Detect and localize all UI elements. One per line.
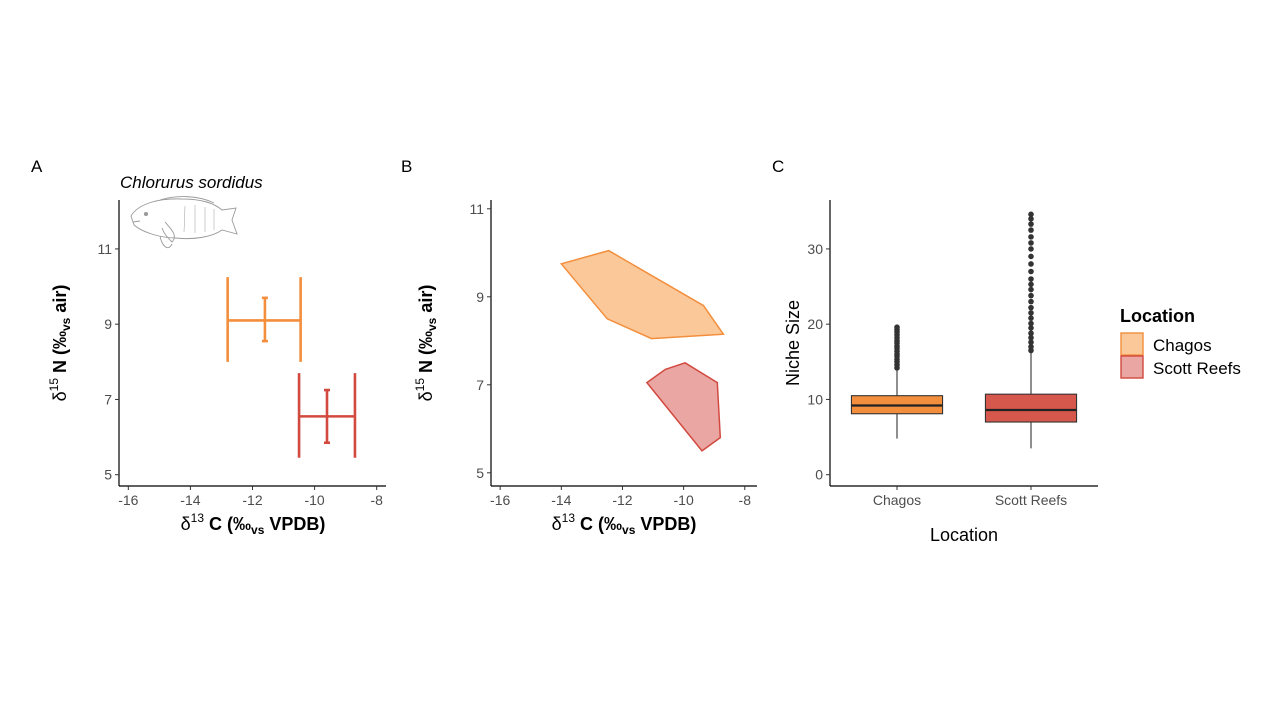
species-title: Chlorurus sordidus — [120, 173, 263, 192]
c-y-tick-label: 20 — [807, 316, 823, 332]
legend: Location Chagos Scott Reefs — [1120, 306, 1241, 379]
c-scott-reefs-outlier — [1028, 325, 1034, 331]
c-chagos-outlier — [894, 324, 900, 330]
c-scott-reefs-outlier — [1028, 253, 1034, 260]
b-chagos-niche-area — [559, 249, 725, 340]
c-y-tick-label: 10 — [807, 391, 823, 407]
b-x-tick-label: -16 — [490, 492, 510, 508]
a-y-tick-label: 5 — [104, 467, 112, 483]
c-scott-reefs-box — [984, 393, 1078, 423]
c-scott-reefs-outlier — [1028, 281, 1034, 288]
c-scott-reefs-outlier — [1028, 227, 1034, 233]
legend-swatch-chagos — [1120, 332, 1144, 356]
a-x-axis-title: δ13 C (‰vs VPDB) — [181, 511, 326, 537]
a-x-tick-label: -12 — [242, 492, 262, 508]
c-scott-reefs-outlier — [1028, 298, 1034, 305]
a-y-tick-label: 9 — [104, 316, 112, 332]
c-scott-reefs-outlier — [1028, 240, 1034, 246]
c-scott-reefs-outlier — [1028, 268, 1034, 275]
c-x-tick-label: Scott Reefs — [995, 492, 1067, 508]
b-y-tick-label: 5 — [476, 465, 484, 481]
c-scott-reefs-outlier — [1028, 286, 1034, 293]
a-x-tick-label: -14 — [180, 492, 200, 508]
b-y-tick-label: 9 — [476, 289, 484, 305]
c-scott-reefs-outlier — [1028, 292, 1034, 299]
panel-a-plot: Chlorurus sordidus -16 -14 -12 -10 -8 5 7 9 11 — [97, 173, 386, 508]
b-x-tick-label: -10 — [674, 492, 694, 508]
c-scott-reefs-outlier — [1028, 221, 1034, 227]
panel-b-plot: -16 -14 -12 -10 -8 5 7 9 11 — [469, 200, 757, 508]
c-scott-reefs-outlier — [1028, 246, 1034, 252]
c-scott-reefs-outlier — [1028, 310, 1034, 316]
c-scott-reefs-outlier — [1028, 304, 1034, 311]
legend-label-scott-reefs: Scott Reefs — [1153, 359, 1241, 378]
panel-label-a: A — [31, 157, 43, 176]
a-y-axis-title: δ15 N (‰vs air) — [47, 285, 73, 402]
c-scott-reefs-outlier — [1028, 261, 1034, 267]
c-scott-reefs-outlier — [1028, 339, 1034, 346]
c-y-tick-label: 0 — [815, 467, 823, 483]
b-x-axis-title: δ13 C (‰vs VPDB) — [552, 511, 697, 537]
c-scott-reefs-outlier — [1028, 343, 1034, 350]
panel-c-plot: 0 10 20 30 Chagos Scott Reefs Location Niche … — [783, 200, 1098, 545]
c-scott-reefs-outlier — [1028, 320, 1034, 327]
c-scott-reefs-outlier — [1028, 315, 1034, 321]
b-x-tick-label: -12 — [612, 492, 632, 508]
a-y-tick-label: 11 — [97, 241, 112, 257]
a-x-tick-label: -8 — [370, 492, 383, 508]
panel-label-c: C — [772, 157, 784, 176]
c-scott-reefs-outlier — [1028, 334, 1034, 341]
c-scott-reefs-outlier — [1028, 211, 1034, 218]
b-scott-reefs-niche-area — [645, 361, 722, 452]
b-y-tick-label: 11 — [469, 201, 484, 217]
legend-swatch-scott-reefs — [1120, 355, 1144, 379]
c-scott-reefs-outlier — [1028, 216, 1034, 222]
a-y-tick-label: 7 — [104, 391, 112, 407]
b-x-tick-label: -14 — [551, 492, 571, 508]
b-y-tick-label: 7 — [476, 377, 484, 393]
legend-label-chagos: Chagos — [1153, 336, 1212, 355]
fish-illustration — [130, 196, 238, 249]
legend-title: Location — [1120, 306, 1195, 326]
b-y-axis-title: δ15 N (‰vs air) — [413, 285, 439, 402]
c-scott-reefs-outlier — [1028, 234, 1034, 240]
a-x-tick-label: -10 — [304, 492, 324, 508]
panel-label-b: B — [401, 157, 412, 176]
c-x-tick-label: Chagos — [873, 492, 921, 508]
c-x-axis-title: Location — [930, 525, 998, 545]
c-scott-reefs-outlier — [1028, 276, 1034, 282]
c-scott-reefs-outlier — [1028, 330, 1034, 337]
a-x-tick-label: -16 — [118, 492, 138, 508]
c-y-tick-label: 30 — [807, 241, 823, 257]
c-y-axis-title: Niche Size — [783, 300, 803, 386]
b-x-tick-label: -8 — [739, 492, 752, 508]
